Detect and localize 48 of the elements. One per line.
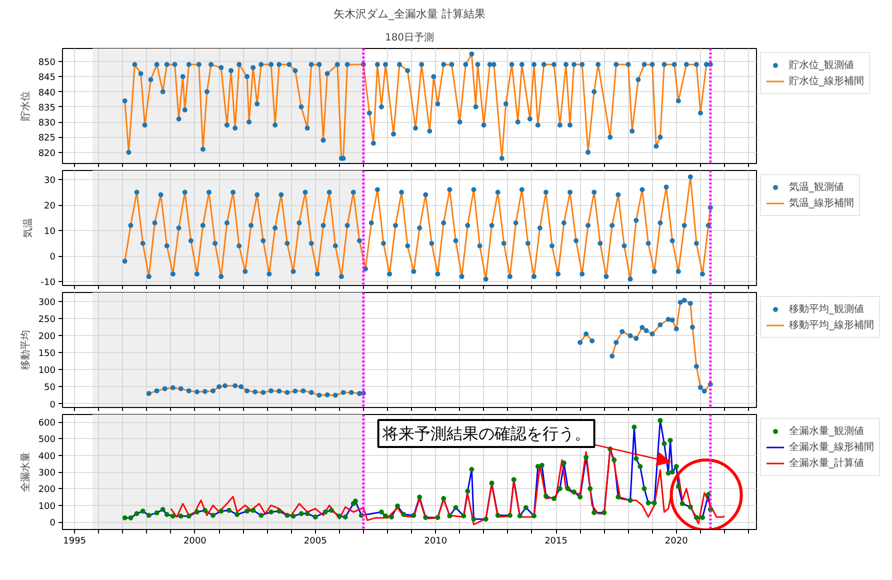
legend-label: 気温_線形補間 [789,196,854,210]
y-tick-label: 850 [38,58,56,68]
legend-label: 移動平均_観測値 [789,302,864,316]
y-tick-label: 100 [38,502,56,512]
y-tick-label: 20 [44,202,56,212]
legend-label: 貯水位_観測値 [789,58,854,72]
legend-label: 全漏水量_観測値 [789,424,864,438]
y-tick-label: 0 [50,252,56,263]
y-tick-label: 820 [38,148,56,159]
x-tick-label: 1995 [63,536,86,546]
y-tick-label: 150 [38,349,56,360]
y-axis-title: 全漏水量 [19,452,32,492]
y-axis-title: 移動平均 [19,330,32,370]
chart-title: 矢木沢ダム_全漏水量 計算結果 [334,8,486,20]
y-tick-label: -10 [40,278,56,288]
x-tick-label: 2005 [304,536,327,546]
y-axis-title: 貯水位 [19,91,32,121]
chart-subtitle: 180日予測 [384,32,434,44]
y-tick-label: 500 [38,435,56,446]
y-tick-label: 300 [38,468,56,478]
y-tick-label: 600 [38,418,56,428]
y-tick-label: 400 [38,452,56,462]
legend-label: 移動平均_線形補間 [789,318,874,332]
y-tick-label: 825 [38,134,56,144]
y-tick-label: 840 [38,88,56,98]
legend-label: 全漏水量_計算値 [789,456,864,470]
y-tick-label: 250 [38,315,56,326]
y-tick-label: 200 [38,485,56,496]
y-tick-label: 30 [44,176,56,186]
y-tick-label: 300 [38,298,56,308]
y-axis-title: 気温 [22,218,34,238]
legend-label: 全漏水量_線形補間 [789,440,874,454]
y-tick-label: 100 [38,366,56,376]
legend-label: 気温_観測値 [789,180,844,194]
y-tick-label: 845 [38,73,56,84]
annotation: 将来予測結果の確認を行う。 [381,424,590,443]
x-tick-label: 2020 [664,536,688,546]
x-tick-label: 2000 [184,536,207,546]
x-tick-label: 2015 [544,536,568,546]
y-tick-label: 0 [50,518,56,528]
y-tick-label: 835 [38,103,56,114]
y-tick-label: 50 [44,383,56,394]
legend-label: 貯水位_線形補間 [789,74,864,88]
y-tick-label: 10 [44,227,56,238]
y-tick-label: 200 [38,332,56,342]
y-tick-label: 830 [38,118,56,129]
y-tick-label: 0 [50,400,56,410]
x-tick-label: 2010 [424,536,448,546]
